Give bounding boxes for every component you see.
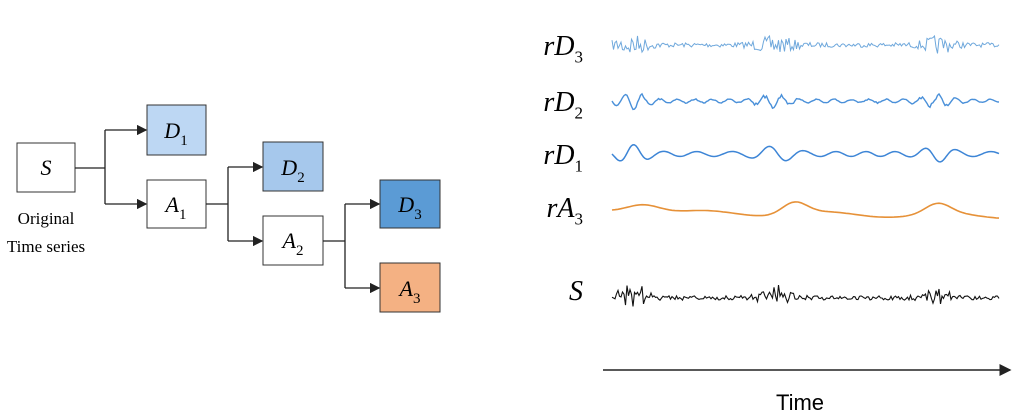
label: rD1 [543,140,583,176]
node-box [16,142,76,193]
label-subscript: 3 [575,210,584,229]
label: D2 [280,155,304,186]
label-base: A [281,228,297,253]
label-base: S [569,276,583,307]
label: rD3 [543,31,583,67]
connector [323,204,346,288]
label-base: rD [543,31,574,62]
label-subscript: 2 [296,243,304,259]
waveform [611,285,1000,307]
label: A3 [398,276,421,307]
label-subscript: 1 [179,207,187,223]
node-box [146,179,207,229]
decomposition-tree: Original Time series [7,104,441,313]
label-base: D [163,118,180,143]
label: A1 [164,192,187,223]
node-box [379,262,441,313]
label-subscript: 3 [575,48,584,67]
label-base: rD [543,140,574,171]
connector [206,167,229,241]
axis-label: Time [776,390,824,415]
waveform [611,201,1000,219]
node-box [146,104,207,156]
label-subscript: 3 [414,207,422,223]
caption: Original [18,209,75,228]
connector [75,130,106,204]
label-base: rD [543,87,574,118]
label-subscript: 1 [575,157,584,176]
label-subscript: 1 [180,133,188,149]
label: A2 [281,228,304,259]
waveform [611,92,1000,111]
label-base: S [41,155,52,180]
label: D3 [397,192,421,223]
label-base: A [164,192,180,217]
label: S [569,276,583,307]
waveform [611,144,1000,163]
label: rD2 [543,87,583,123]
label-base: D [397,192,414,217]
label-base: D [280,155,297,180]
label-subscript: 3 [413,291,421,307]
label: D1 [163,118,187,149]
label-base: rA [547,193,576,224]
label-subscript: 2 [575,104,584,123]
node-box [262,141,324,192]
caption: Time series [7,237,85,256]
waveform [611,34,1000,54]
label: S [41,155,52,180]
label-subscript: 2 [297,170,305,186]
label-base: A [398,276,414,301]
label: rA3 [547,193,584,229]
node-box [262,215,324,266]
